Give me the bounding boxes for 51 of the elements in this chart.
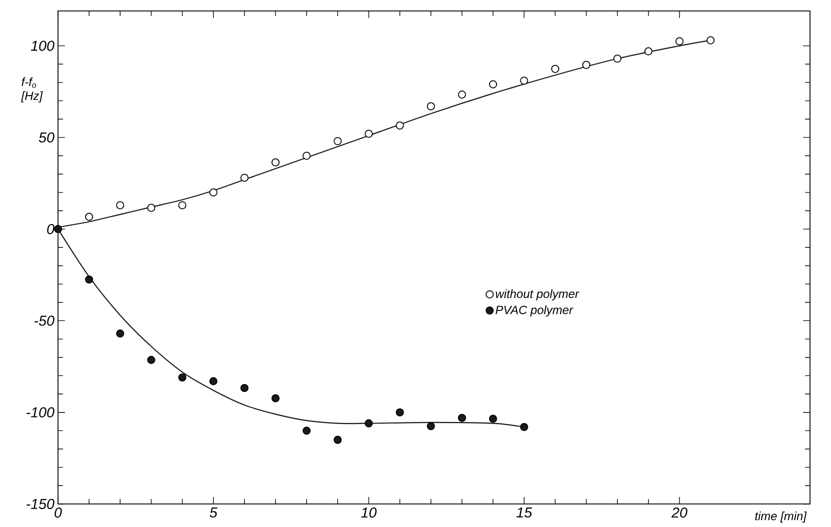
point: [520, 422, 528, 432]
point: [240, 384, 248, 392]
point: [364, 130, 373, 138]
point: [396, 121, 404, 130]
x-tick-label: 5: [210, 508, 218, 518]
point: [334, 137, 342, 146]
point: [240, 174, 248, 182]
point: [147, 356, 156, 364]
y-tick-label: -100: [26, 407, 54, 418]
y-tick-label: -50: [34, 316, 54, 326]
point: [178, 373, 186, 382]
legend-label: PVAC polymer: [496, 305, 574, 317]
point: [426, 102, 435, 110]
point: [85, 212, 94, 221]
point: [116, 330, 124, 338]
point: [644, 47, 652, 56]
point: [458, 414, 466, 422]
point: [675, 37, 684, 46]
y-axis-title: f-f$_{o}$ [Hz]: [21, 77, 43, 102]
point: [334, 436, 342, 444]
y-tick-label: 100: [30, 40, 54, 51]
x-tick-label: 0: [54, 508, 62, 518]
y-tick-label: 0: [47, 224, 54, 234]
point: [147, 204, 156, 212]
point: [613, 54, 622, 63]
point: [116, 201, 124, 210]
point: [178, 201, 186, 210]
point: [271, 394, 280, 402]
point: [520, 76, 528, 85]
point: [396, 408, 404, 416]
y-tick-label: 50: [38, 132, 54, 143]
point: [426, 422, 435, 430]
point: [489, 80, 498, 88]
point: [302, 426, 311, 435]
point: [458, 90, 466, 99]
point: [706, 36, 715, 44]
x-tick-label: 20: [671, 508, 688, 518]
legend-label: without polymer: [496, 289, 580, 300]
point: [271, 158, 280, 166]
point: [582, 60, 590, 69]
x-tick-label: 10: [361, 508, 377, 518]
point: [551, 64, 560, 73]
x-axis-title: time [min]: [755, 511, 807, 523]
x-tick-label: 15: [516, 508, 532, 518]
point: [489, 414, 498, 423]
point: [364, 419, 373, 428]
y-tick-label: -150: [26, 498, 54, 510]
point: [209, 188, 218, 196]
point: [209, 377, 218, 386]
point: [302, 152, 311, 160]
point: [85, 275, 94, 284]
